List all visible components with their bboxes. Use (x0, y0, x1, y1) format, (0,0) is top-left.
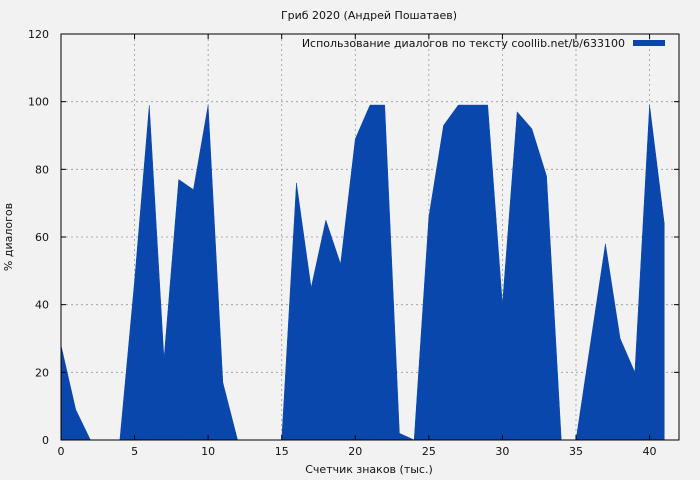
y-tick-label: 120 (28, 28, 49, 41)
series-area-0 (60, 104, 665, 441)
y-tick-label: 0 (42, 434, 49, 447)
x-tick-label: 5 (131, 445, 138, 458)
legend-swatch (633, 40, 665, 46)
x-tick-label: 20 (348, 445, 362, 458)
y-tick-label: 40 (35, 299, 49, 312)
x-tick-label: 35 (569, 445, 583, 458)
legend-label: Использование диалогов по тексту coollib… (302, 37, 625, 50)
y-axis-label: % диалогов (2, 203, 15, 271)
x-tick-label: 30 (495, 445, 509, 458)
x-tick-label: 10 (201, 445, 215, 458)
x-tick-label: 40 (643, 445, 657, 458)
x-tick-label: 0 (58, 445, 65, 458)
y-tick-label: 60 (35, 231, 49, 244)
y-tick-label: 100 (28, 96, 49, 109)
plot-area: 0 5 10 15 20 25 30 35 40 0 20 40 60 80 100 120 Использов… (28, 28, 680, 458)
x-axis-label: Счетчик знаков (тыс.) (305, 463, 433, 476)
x-tick-label: 15 (275, 445, 289, 458)
x-tick-label: 25 (422, 445, 436, 458)
chart-title: Гриб 2020 (Андрей Пошатаев) (281, 9, 457, 22)
y-tick-label: 20 (35, 366, 49, 379)
y-tick-label: 80 (35, 163, 49, 176)
